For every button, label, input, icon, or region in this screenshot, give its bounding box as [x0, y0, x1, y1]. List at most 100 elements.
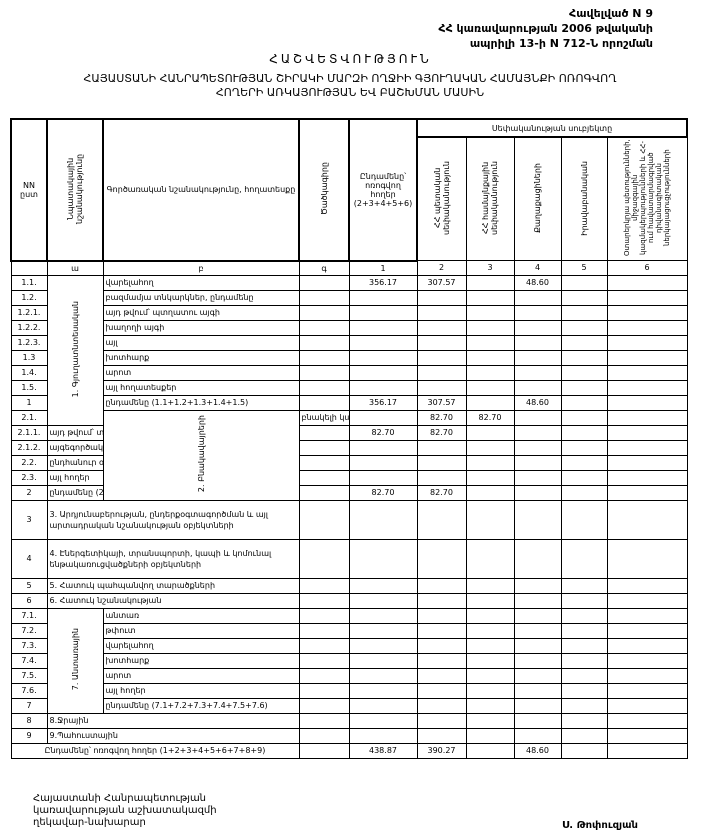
value-c2 [416, 364, 467, 381]
document-title: ՀԱՇՎԵՏՎՈՒԹՅՈՒՆ [269, 52, 432, 66]
row-number: 2.1.1. [10, 424, 48, 441]
row-description: ընդամենը (7.1+7.2+7.3+7.4+7.5+7.6) [102, 697, 300, 714]
value-c6 [606, 349, 688, 366]
row-description: ընդամենը (2.1+2.2+2.3) [46, 484, 104, 501]
row-number: 7.3. [10, 637, 48, 654]
header-col-3: ՀՀ համայնքային սեփականություն [465, 136, 515, 261]
value-total [348, 439, 418, 456]
value-total [348, 289, 418, 306]
value-c6 [606, 379, 688, 396]
value-c3 [465, 379, 515, 396]
value-total: 82.70 [348, 484, 418, 501]
value-c5 [560, 364, 608, 381]
code-cell [298, 538, 350, 579]
row-description: այդ թվում՝ տնամերձ հողեր [46, 424, 104, 441]
header-code: Ծածկագիրը [298, 118, 350, 262]
header-total: Ընդամենը՝ ոռոգվող հողեր (2+3+4+5+6) [348, 118, 418, 262]
row-number: 7.1. [10, 607, 48, 624]
group-label-g1: 1. Գյուղատնտեսական [46, 274, 104, 426]
value-total [348, 334, 418, 351]
table-row: 1.1. 1. Գյուղատնտեսական վարելահող 356.17 307… [10, 274, 688, 426]
value-c2: 82.70 [416, 424, 467, 441]
value-c4 [513, 334, 562, 351]
row-description: բնակելի կառուցապատման [298, 409, 350, 426]
value-total [348, 697, 418, 714]
code-cell [298, 637, 350, 654]
signatory-title: Հայաստանի Հանրապետության կառավարության ա… [33, 793, 217, 829]
annex-reference: Հավելված N 9 ՀՀ կառավարության 2006 թվակա… [438, 6, 653, 51]
value-c3 [465, 319, 515, 336]
value-total [348, 349, 418, 366]
group-label-text: 2. Բնակավայրերի [196, 415, 206, 493]
value-c3 [465, 637, 515, 654]
value-c4 [560, 409, 608, 426]
column-index-cell: 5 [560, 260, 608, 276]
row-description: այգեգործական (ամառանոցային) [46, 439, 104, 456]
code-cell [298, 364, 350, 381]
table-row: 5 5. Հատուկ պահպանվող տարածքների [10, 577, 688, 594]
value-c5 [560, 499, 608, 540]
code-cell [298, 607, 350, 624]
value-c2 [416, 289, 467, 306]
value-c3 [465, 592, 515, 609]
value-c5 [560, 538, 608, 579]
code-cell [298, 742, 350, 759]
value-c5 [560, 454, 608, 471]
value-c4 [513, 349, 562, 366]
value-c3 [465, 349, 515, 366]
table-row: 1.4. արոտ [10, 364, 688, 381]
column-index-cell: 1 [348, 260, 418, 276]
value-total: 356.17 [348, 394, 418, 411]
row-description: այլ հողեր [102, 682, 300, 699]
value-c6 [606, 439, 688, 456]
value-c5 [560, 319, 608, 336]
value-c6 [606, 607, 688, 624]
row-number: 3 [10, 499, 48, 540]
header-purpose: Նպատակային նշանակությունը [46, 118, 104, 262]
value-c6 [606, 697, 688, 714]
value-c4 [513, 607, 562, 624]
group-label-text: 1. Գյուղատնտեսական [70, 300, 80, 398]
value-c3 [465, 304, 515, 321]
table-row: 7 ընդամենը (7.1+7.2+7.3+7.4+7.5+7.6) [10, 697, 688, 714]
value-c3 [465, 697, 515, 714]
value-c3 [465, 439, 515, 456]
table-row: 9 9.Պահուստային [10, 727, 688, 744]
code-cell [298, 454, 350, 471]
value-c3 [465, 727, 515, 744]
row-number: 1.5. [10, 379, 48, 396]
value-c5 [560, 424, 608, 441]
value-total [348, 538, 418, 579]
value-c6 [606, 499, 688, 540]
value-total [348, 637, 418, 654]
code-cell [298, 682, 350, 699]
value-c5 [560, 667, 608, 684]
value-c5 [560, 394, 608, 411]
grand-total-row: Ընդամենը՝ ոռոգվող հողեր (1+2+3+4+5+6+7+8… [10, 742, 688, 759]
value-c4 [513, 379, 562, 396]
land-report-table: NN ըստ Նպատակային նշանակությունը Գործառա… [10, 118, 689, 759]
table-row: 1.5. այլ հողատեսքեր [10, 379, 688, 396]
row-description: այդ թվում՝ պտղատու այգի [102, 304, 300, 321]
value-c3 [465, 469, 515, 486]
value-total [348, 577, 418, 594]
value-c2 [416, 349, 467, 366]
value-c2 [416, 652, 467, 669]
value-total [348, 364, 418, 381]
value-c2 [416, 727, 467, 744]
table-row: 6 6. Հատուկ նշանակության [10, 592, 688, 609]
value-total: 82.70 [348, 424, 418, 441]
row-number: 6 [10, 592, 48, 609]
row-number: 9 [10, 727, 48, 744]
value-c2 [416, 682, 467, 699]
row-number: 1.4. [10, 364, 48, 381]
code-cell [298, 439, 350, 456]
value-c6 [606, 592, 688, 609]
value-c4 [513, 499, 562, 540]
row-number: 8 [10, 712, 48, 729]
signatory-line-2: կառավարության աշխատակազմի [33, 805, 217, 816]
signatory-line-3: ղեկավար-նախարար [33, 817, 146, 828]
code-cell [298, 289, 350, 306]
row-number: 7.5. [10, 667, 48, 684]
value-c4 [513, 652, 562, 669]
